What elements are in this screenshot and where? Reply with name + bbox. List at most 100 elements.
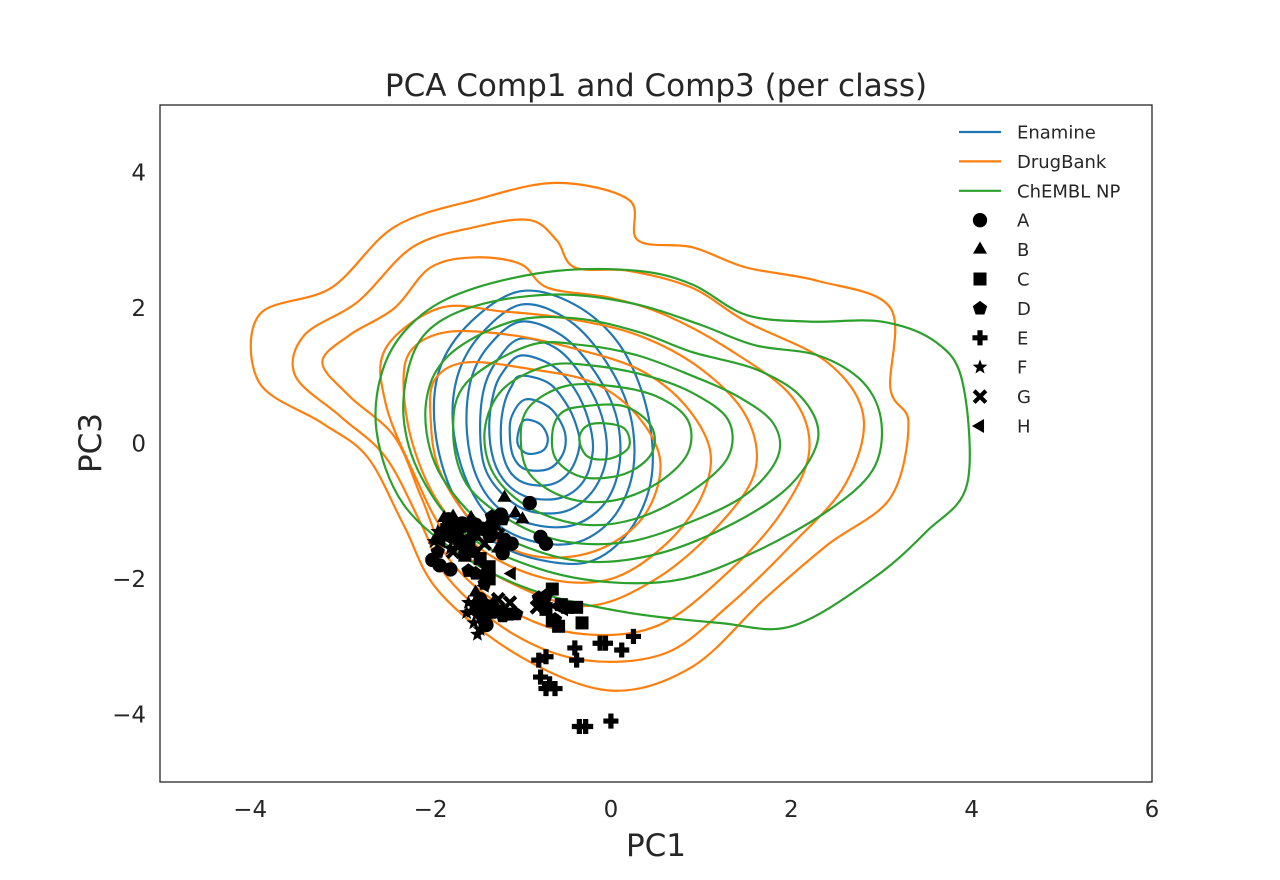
legend-item-e: E bbox=[972, 328, 1028, 349]
contour-set-chembl-np bbox=[374, 267, 971, 631]
contour-drugbank-2 bbox=[291, 218, 866, 663]
point-class-f-11 bbox=[470, 626, 485, 641]
point-class-h-4 bbox=[472, 568, 485, 583]
class-series-h bbox=[433, 524, 569, 617]
y-axis-ticks: −4 −2 0 2 4 bbox=[112, 161, 146, 729]
point-class-e-15 bbox=[603, 713, 619, 729]
contour-drugbank-5 bbox=[402, 329, 713, 584]
legend-item-d: D bbox=[972, 299, 1031, 320]
legend-item-g: G bbox=[972, 387, 1031, 408]
legend-marker bbox=[972, 359, 988, 374]
class-series-e bbox=[531, 628, 641, 735]
point-class-g-4 bbox=[459, 541, 474, 556]
x-tick-label: 6 bbox=[1145, 797, 1160, 823]
legend-item-c: C bbox=[973, 270, 1030, 291]
point-class-a-10 bbox=[504, 536, 519, 551]
point-class-e-10 bbox=[597, 635, 614, 651]
point-class-h-6 bbox=[503, 566, 516, 581]
contour-enamine-4 bbox=[478, 337, 608, 515]
y-tick-label: −4 bbox=[112, 702, 146, 728]
point-class-e-11 bbox=[614, 642, 630, 658]
point-class-f-13 bbox=[538, 596, 554, 611]
legend-label: B bbox=[1017, 240, 1029, 261]
legend-label: D bbox=[1017, 299, 1031, 320]
contour-chembl-np-8 bbox=[578, 422, 631, 461]
legend-label: H bbox=[1017, 417, 1031, 438]
point-class-b-10 bbox=[491, 540, 506, 553]
y-tick-label: 4 bbox=[131, 161, 146, 187]
point-class-a-17 bbox=[432, 558, 447, 573]
point-class-b-11 bbox=[515, 511, 530, 524]
legend-marker bbox=[971, 418, 985, 434]
point-class-a-12 bbox=[522, 495, 537, 511]
point-class-d-5 bbox=[484, 509, 499, 523]
contour-chembl-np-5 bbox=[483, 362, 734, 527]
point-class-g-7 bbox=[470, 598, 485, 614]
point-class-h-2 bbox=[440, 531, 453, 546]
x-axis-ticks: −4 −2 0 2 4 6 bbox=[233, 797, 1159, 823]
point-class-f-7 bbox=[470, 606, 485, 621]
point-class-c-15 bbox=[570, 600, 584, 614]
legend-label: Enamine bbox=[1017, 123, 1096, 144]
point-class-e-2 bbox=[538, 649, 554, 665]
point-class-f-1 bbox=[430, 523, 446, 538]
legend-item-f: F bbox=[972, 358, 1027, 379]
legend-label: G bbox=[1017, 387, 1031, 408]
point-class-d-17 bbox=[547, 612, 563, 626]
contour-drugbank-3 bbox=[321, 256, 811, 637]
legend-label: C bbox=[1017, 270, 1030, 291]
legend-label: ChEMBL NP bbox=[1017, 181, 1120, 202]
contour-chembl-np-7 bbox=[550, 403, 656, 480]
point-class-e-1 bbox=[531, 652, 547, 668]
point-class-e-7 bbox=[567, 640, 583, 656]
legend-label: A bbox=[1017, 211, 1030, 232]
x-tick-label: 2 bbox=[784, 797, 799, 823]
point-class-f-9 bbox=[466, 615, 482, 630]
point-class-c-4 bbox=[467, 527, 481, 541]
x-tick-label: 0 bbox=[604, 797, 619, 823]
contour-enamine-8 bbox=[516, 418, 549, 456]
x-tick-label: −4 bbox=[233, 797, 267, 823]
contour-enamine-6 bbox=[499, 374, 581, 487]
contour-enamine-2 bbox=[451, 303, 636, 546]
point-class-b-3 bbox=[446, 508, 461, 521]
point-class-e-14 bbox=[578, 718, 594, 735]
point-class-g-9 bbox=[490, 591, 506, 607]
point-class-f-8 bbox=[475, 611, 491, 626]
legend-item-a: A bbox=[972, 211, 1030, 232]
point-class-b-14 bbox=[468, 584, 483, 597]
point-class-d-13 bbox=[495, 608, 510, 623]
class-series-d bbox=[430, 509, 563, 626]
point-class-f-12 bbox=[459, 605, 474, 620]
contour-chembl-np-3 bbox=[424, 315, 820, 564]
point-class-a-14 bbox=[538, 536, 554, 551]
legend-item-h: H bbox=[971, 417, 1031, 438]
point-class-f-10 bbox=[472, 621, 488, 636]
contour-chembl-np-6 bbox=[519, 382, 693, 504]
class-points bbox=[424, 489, 641, 735]
point-class-f-2 bbox=[426, 533, 442, 548]
contour-chembl-np-1 bbox=[374, 267, 971, 631]
class-series-g bbox=[445, 527, 545, 619]
legend-item-chembl-np: ChEMBL NP bbox=[959, 181, 1120, 202]
point-class-e-5 bbox=[538, 681, 554, 697]
point-class-e-4 bbox=[542, 676, 558, 692]
legend-label: DrugBank bbox=[1017, 152, 1107, 173]
y-axis-label: PC3 bbox=[73, 413, 109, 473]
point-class-b-8 bbox=[497, 489, 512, 502]
legend-marker bbox=[972, 213, 988, 228]
point-class-h-8 bbox=[555, 602, 569, 617]
contour-drugbank-4 bbox=[379, 304, 759, 608]
plot-frame bbox=[159, 104, 1153, 783]
point-class-d-16 bbox=[531, 590, 546, 604]
point-class-d-14 bbox=[509, 606, 524, 621]
contour-chembl-np-4 bbox=[451, 341, 782, 546]
point-class-g-5 bbox=[490, 527, 506, 543]
point-class-g-8 bbox=[481, 604, 497, 619]
point-class-b-7 bbox=[488, 518, 503, 531]
legend-marker bbox=[972, 241, 988, 254]
legend-label: F bbox=[1017, 358, 1027, 379]
point-class-g-6 bbox=[477, 536, 492, 552]
